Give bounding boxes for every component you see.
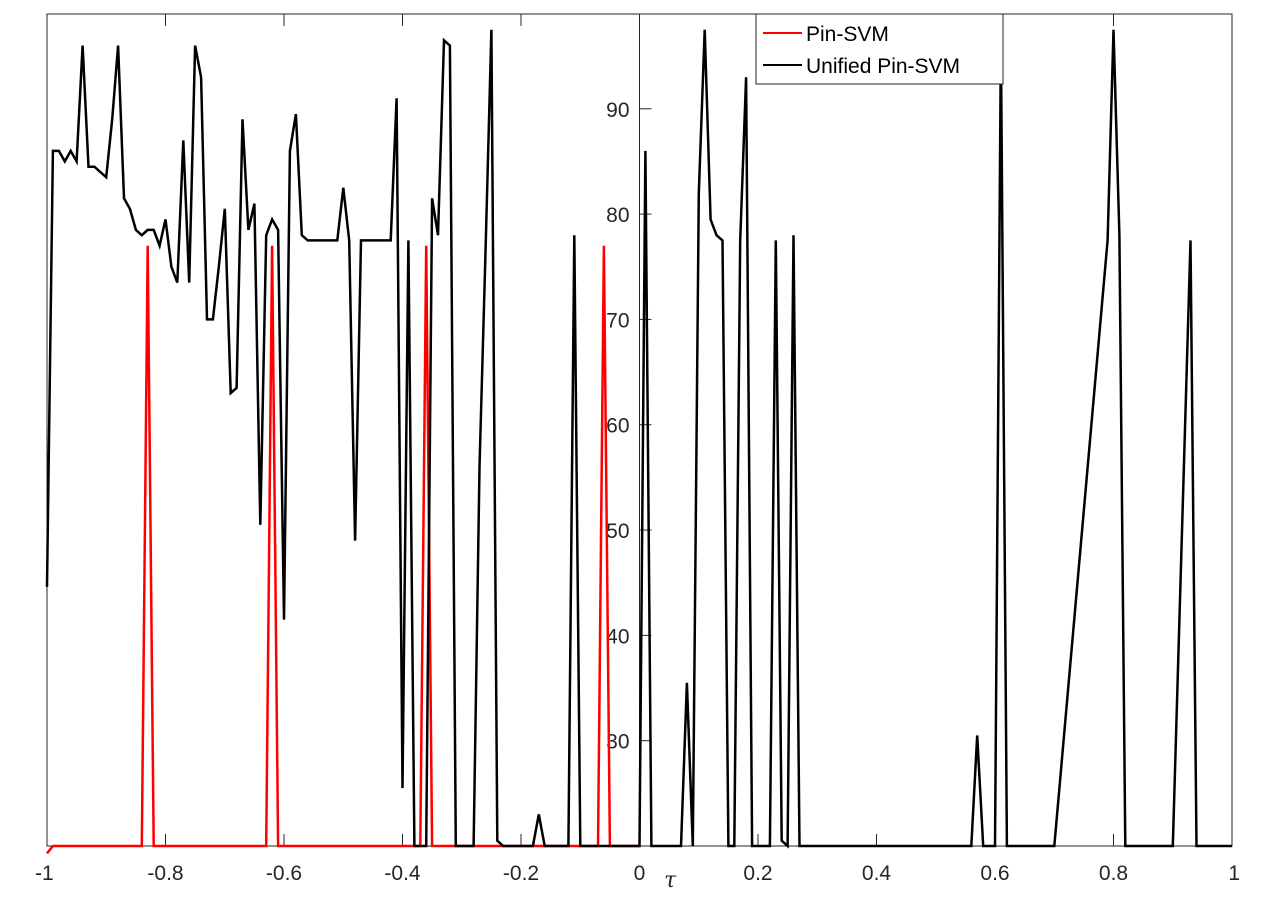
x-tick-label: -1 <box>35 862 54 885</box>
y-tick-label: 60 <box>606 415 629 438</box>
y-tick-label: 90 <box>606 99 629 122</box>
y-tick-label: 70 <box>606 309 629 332</box>
x-tick-label: 0.2 <box>743 862 772 885</box>
x-tick-label: 0 <box>634 862 646 885</box>
y-axis-ticks: 30 40 50 60 70 80 90 <box>606 99 652 754</box>
x-axis-title: τ <box>664 868 677 893</box>
x-tick-label: -0.8 <box>147 862 183 885</box>
x-tick-label: 0.6 <box>980 862 1009 885</box>
y-tick-label: 40 <box>606 625 629 648</box>
legend-box <box>755 13 1004 85</box>
series-line-pin-svm <box>46 245 640 855</box>
y-tick-label: 30 <box>606 731 629 754</box>
x-tick-label: 0.8 <box>1099 862 1128 885</box>
x-tick-label: -0.2 <box>503 862 539 885</box>
x-tick-label: -0.6 <box>266 862 302 885</box>
legend-label-unified-pin-svm: Unified Pin-SVM <box>806 55 960 78</box>
legend-label-pin-svm: Pin-SVM <box>806 23 889 46</box>
x-tick-label: 0.4 <box>862 862 892 885</box>
x-tick-label: -0.4 <box>384 862 421 885</box>
series-line-unified-pin-svm <box>45 29 1232 849</box>
y-tick-label: 80 <box>606 204 629 227</box>
legend: Pin-SVM Unified Pin-SVM <box>755 13 1004 85</box>
series-layer <box>45 29 1232 855</box>
x-tick-label: 1 <box>1228 862 1240 885</box>
y-tick-label: 50 <box>606 520 629 543</box>
